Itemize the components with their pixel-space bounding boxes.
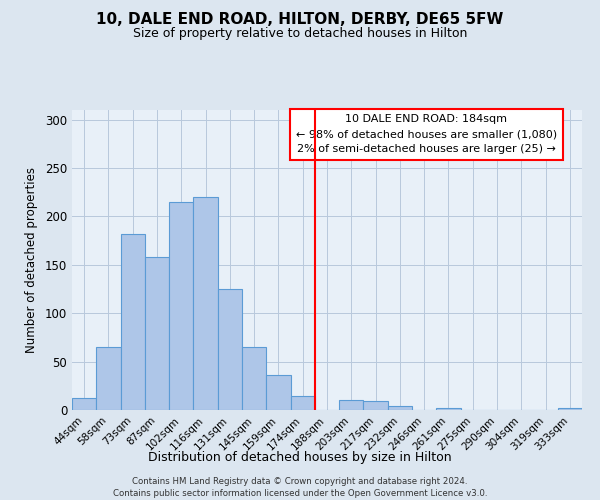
Bar (558, 408, 582, 410)
Bar (339, 400, 364, 410)
Bar (193, 197, 218, 410)
Bar (121, 234, 145, 410)
Text: Contains HM Land Registry data © Crown copyright and database right 2024.: Contains HM Land Registry data © Crown c… (132, 476, 468, 486)
Bar (388, 406, 412, 410)
Bar (290, 396, 315, 410)
Bar (145, 257, 169, 410)
Bar (436, 408, 461, 410)
Text: Contains public sector information licensed under the Open Government Licence v3: Contains public sector information licen… (113, 490, 487, 498)
Bar (96, 347, 121, 410)
Bar (218, 289, 242, 410)
Text: 10 DALE END ROAD: 184sqm
← 98% of detached houses are smaller (1,080)
2% of semi: 10 DALE END ROAD: 184sqm ← 98% of detach… (296, 114, 557, 154)
Bar (169, 202, 193, 410)
Bar (364, 402, 388, 410)
Text: 10, DALE END ROAD, HILTON, DERBY, DE65 5FW: 10, DALE END ROAD, HILTON, DERBY, DE65 5… (97, 12, 503, 28)
Text: Distribution of detached houses by size in Hilton: Distribution of detached houses by size … (148, 451, 452, 464)
Y-axis label: Number of detached properties: Number of detached properties (25, 167, 38, 353)
Bar (242, 347, 266, 410)
Bar (266, 375, 290, 410)
Bar (72, 398, 96, 410)
Text: Size of property relative to detached houses in Hilton: Size of property relative to detached ho… (133, 28, 467, 40)
